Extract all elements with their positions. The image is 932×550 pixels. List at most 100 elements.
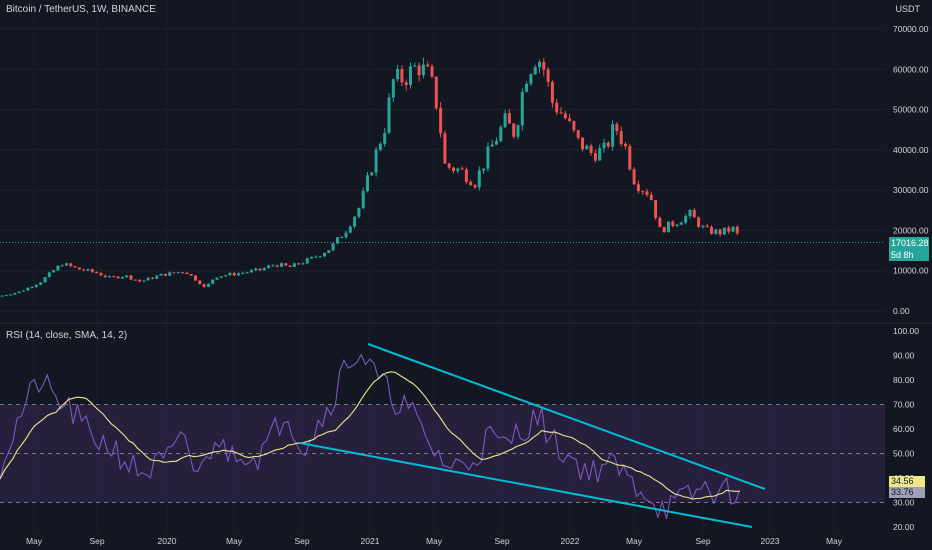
time-tick-label: May <box>226 536 243 546</box>
candle-down <box>82 269 86 271</box>
candle-up <box>267 265 271 269</box>
candle-down <box>654 200 658 219</box>
candle-up <box>323 253 326 257</box>
price-axis: 70000.00 60000.00 50000.00 40000.00 30000.00… <box>893 24 929 316</box>
candle-down <box>624 143 627 147</box>
candle-down <box>727 227 731 232</box>
candle-up <box>490 144 494 147</box>
price-tick-label: 30000.00 <box>893 185 929 195</box>
candle-down <box>198 280 202 285</box>
candle-down <box>202 284 206 287</box>
candle-down <box>297 263 301 265</box>
candle-down <box>284 263 288 266</box>
candle-up <box>245 272 249 274</box>
upper-trendline <box>367 343 766 490</box>
candle-down <box>460 168 464 170</box>
candle-down <box>426 64 430 67</box>
rsi-tick-label: 100.00 <box>893 326 919 336</box>
candle-up <box>722 227 726 235</box>
candle-up <box>30 286 34 288</box>
time-tick-label: 2020 <box>158 536 177 546</box>
candle-up <box>331 243 335 251</box>
candle-down <box>116 276 120 279</box>
price-tick-label: 20000.00 <box>893 225 929 235</box>
candle-up <box>65 263 68 266</box>
candle-down <box>662 227 666 233</box>
candle-up <box>52 270 56 273</box>
symbol-title[interactable]: Bitcoin / TetherUS, 1W, BINANCE <box>6 4 156 15</box>
rsi-sma-line <box>0 371 740 500</box>
candle-up <box>348 226 352 233</box>
candle-up <box>9 294 13 296</box>
rsi-tick-label: 90.00 <box>893 351 915 361</box>
rsi-title[interactable]: RSI (14, close, SMA, 14, 2) <box>6 330 128 341</box>
candle-up <box>353 216 357 227</box>
candle-down <box>434 76 438 109</box>
candle-down <box>151 277 154 279</box>
candle-up <box>477 170 481 188</box>
candle-up <box>688 209 692 217</box>
time-tick-label: 2021 <box>361 536 380 546</box>
candle-down <box>73 266 77 268</box>
candle-up <box>142 280 146 282</box>
rsi-tick-label: 30.00 <box>893 498 915 508</box>
candle-up <box>280 263 283 267</box>
candle-up <box>495 140 498 145</box>
candle-up <box>499 127 503 141</box>
price-tick-label: 40000.00 <box>893 145 929 155</box>
candle-down <box>103 275 107 277</box>
candle-up <box>237 273 240 276</box>
candle-up <box>47 272 51 278</box>
candle-up <box>340 237 344 239</box>
currency-label: USDT <box>895 4 921 14</box>
candle-down <box>99 273 103 276</box>
candle-up <box>383 132 387 144</box>
price-tick-label: 0.00 <box>893 306 910 316</box>
time-tick-label: 2022 <box>561 536 580 546</box>
rsi-tick-label: 60.00 <box>893 424 915 434</box>
candle-down <box>512 123 516 137</box>
candle-down <box>692 209 696 218</box>
candle-down <box>77 267 81 270</box>
price-tick-label: 60000.00 <box>893 64 929 74</box>
candle-down <box>555 102 559 113</box>
candle-up <box>482 168 486 171</box>
candle-down <box>194 275 197 281</box>
candle-up <box>516 125 520 137</box>
candle-up <box>357 208 361 217</box>
time-tick-label: May <box>26 536 43 546</box>
candle-up <box>533 67 537 75</box>
candle-up <box>456 168 460 171</box>
candle-down <box>563 113 567 119</box>
rsi-axis: 100.0090.0080.0070.0060.0050.0040.0030.0… <box>893 326 919 532</box>
candle-up <box>4 295 8 297</box>
rsi-tick-label: 20.00 <box>893 522 915 532</box>
candle-down <box>593 153 597 161</box>
candle-up <box>503 113 507 128</box>
candle-down <box>735 226 739 234</box>
candle-down <box>615 124 619 132</box>
candle-up <box>292 263 296 267</box>
candle-up <box>262 268 266 271</box>
time-tick-label: May <box>626 536 643 546</box>
candle-down <box>473 185 477 188</box>
candle-up <box>108 276 111 278</box>
candle-up <box>318 256 322 258</box>
candle-up <box>679 222 683 225</box>
candle-up <box>344 232 348 238</box>
candle-up <box>413 65 417 67</box>
lower-trendline <box>299 442 753 528</box>
candle-up <box>146 277 150 281</box>
candle-up <box>387 97 391 133</box>
candle-down <box>606 142 610 147</box>
candle-up <box>667 221 670 233</box>
candle-down <box>129 275 133 280</box>
candle-down <box>619 131 623 144</box>
candle-up <box>305 258 309 264</box>
candle-down <box>628 146 632 170</box>
candle-up <box>598 148 602 161</box>
candle-up <box>206 283 210 287</box>
candle-up <box>602 142 606 149</box>
rsi-tick-label: 50.00 <box>893 449 915 459</box>
